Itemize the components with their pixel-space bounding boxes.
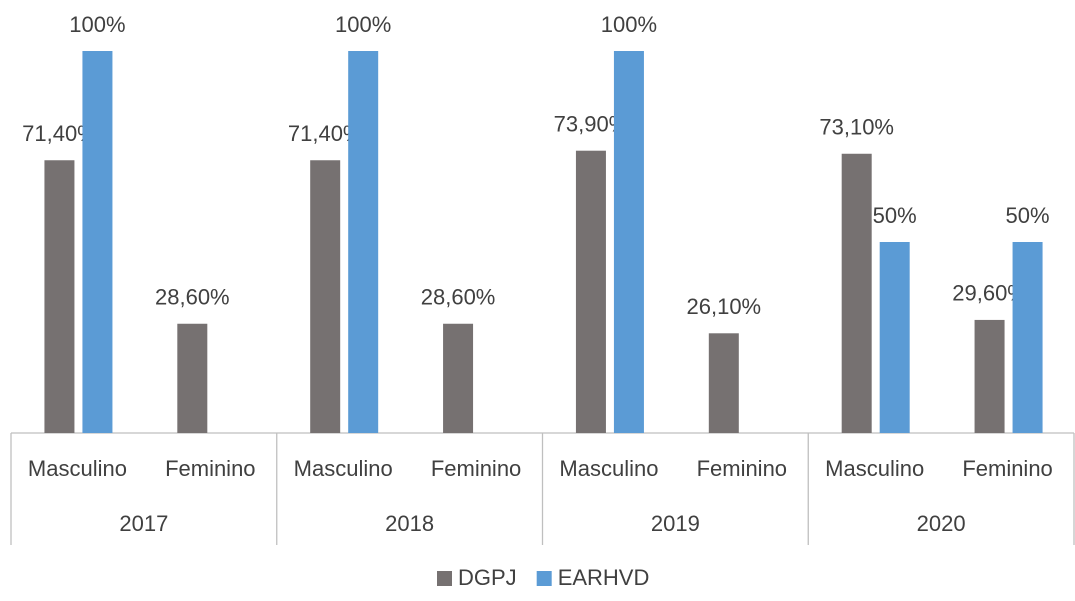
bar [310, 160, 341, 433]
group-label: 2020 [917, 511, 966, 536]
bar [443, 323, 474, 433]
bar [708, 333, 739, 433]
value-label: 50% [1006, 203, 1050, 228]
group-label: 2019 [651, 511, 700, 536]
value-label: 26,10% [687, 294, 762, 319]
x-tick-label: Feminino [165, 456, 255, 481]
value-label: 100% [601, 12, 657, 37]
value-label: 50% [873, 203, 917, 228]
bar [974, 319, 1005, 433]
legend-label: EARHVD [558, 565, 650, 590]
bar [177, 323, 208, 433]
value-label: 100% [335, 12, 391, 37]
x-tick-label: Feminino [962, 456, 1052, 481]
value-label: 28,60% [421, 285, 496, 310]
bar [575, 150, 606, 433]
legend-swatch [536, 571, 552, 586]
bar [348, 51, 379, 433]
bar [1012, 242, 1043, 433]
x-tick-label: Masculino [28, 456, 127, 481]
x-tick-label: Masculino [825, 456, 924, 481]
value-label: 73,10% [819, 115, 894, 140]
bar [82, 51, 113, 433]
legend-swatch [437, 571, 452, 586]
x-tick-label: Masculino [559, 456, 658, 481]
legend-label: DGPJ [458, 565, 517, 590]
value-label: 100% [69, 12, 125, 37]
bar [613, 51, 644, 433]
group-label: 2018 [385, 511, 434, 536]
bar [44, 160, 75, 433]
x-tick-label: Feminino [431, 456, 521, 481]
bar [841, 153, 872, 433]
value-label: 28,60% [155, 285, 230, 310]
x-tick-label: Masculino [294, 456, 393, 481]
x-tick-label: Feminino [697, 456, 787, 481]
bar [879, 242, 910, 433]
group-label: 2017 [119, 511, 168, 536]
